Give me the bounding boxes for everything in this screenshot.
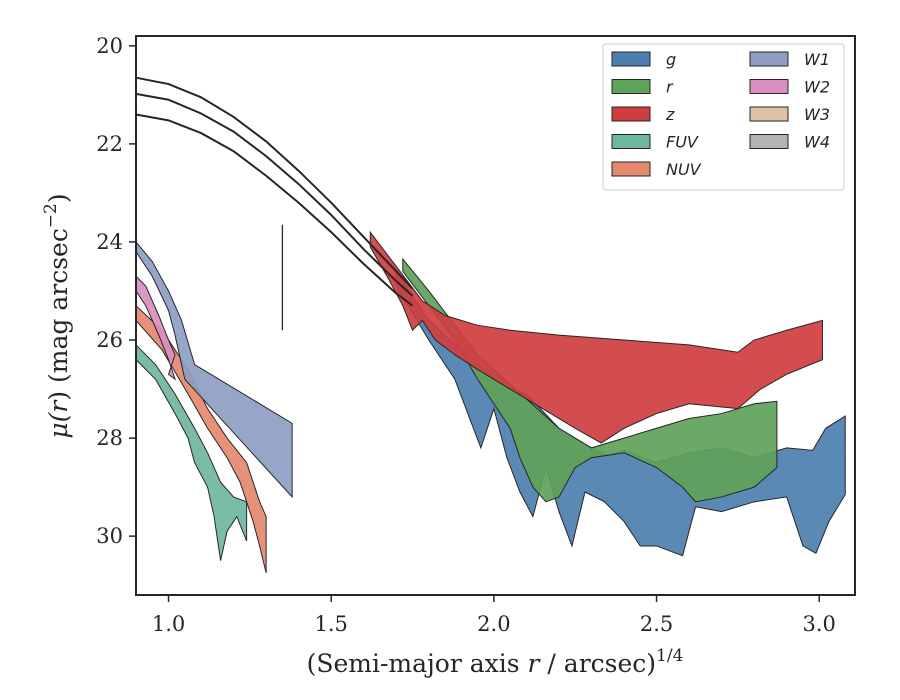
x-tick-label: 3.0 <box>803 612 836 636</box>
y-axis-label: μ(r) (mag arcsec−2) <box>41 193 73 438</box>
y-tick-label: 26 <box>96 328 123 352</box>
legend: grz FUV NUV W1 W2 W3 W4 <box>602 43 845 191</box>
legend-swatch-g <box>611 51 651 67</box>
x-tick-label: 1.5 <box>315 612 348 636</box>
legend-label-w1: W1 <box>804 50 830 69</box>
legend-swatch-w1 <box>749 51 789 67</box>
legend-swatch-r <box>611 79 651 94</box>
model-curve-2 <box>135 92 414 297</box>
y-tick-label: 24 <box>96 230 123 254</box>
model-curves <box>135 76 414 307</box>
band-nuv <box>135 304 267 574</box>
legend-label-z: z <box>665 105 675 124</box>
legend-swatch-w3 <box>749 106 789 122</box>
plot-frame <box>135 35 856 596</box>
legend-swatch-nuv <box>611 161 651 177</box>
model-curve-1 <box>135 76 414 290</box>
legend-label-g: g <box>666 50 676 69</box>
legend-swatch-fuv <box>611 134 651 149</box>
y-tick-label: 30 <box>96 524 123 548</box>
profile-bands <box>135 230 846 574</box>
x-tick-label: 2.5 <box>640 612 673 636</box>
legend-label-w3: W3 <box>804 105 830 124</box>
band-z <box>369 230 823 444</box>
band-w1 <box>135 240 293 499</box>
y-tick-label: 28 <box>96 426 123 450</box>
y-tick-label: 20 <box>96 34 123 58</box>
x-tick-label: 1.0 <box>152 612 185 636</box>
band-fuv <box>135 343 248 561</box>
model-curve-3 <box>135 113 414 307</box>
legend-swatch-z <box>611 106 651 122</box>
y-tick-label: 22 <box>96 132 123 156</box>
x-tick-label: 2.0 <box>477 612 510 636</box>
legend-label-fuv: FUV <box>666 133 699 152</box>
x-axis-label: (Semi-major axis r / arcsec)1/4 <box>307 646 684 678</box>
band-w2 <box>135 275 177 381</box>
legend-label-w2: W2 <box>804 78 830 97</box>
legend-swatch-w2 <box>749 79 789 94</box>
legend-swatch-w4 <box>749 134 789 149</box>
legend-label-r: r <box>666 78 674 97</box>
legend-label-w4: W4 <box>804 133 830 152</box>
legend-label-nuv: NUV <box>666 160 702 179</box>
x-axis-ticks: 1.0 1.5 2.0 2.5 3.0 <box>152 595 836 636</box>
y-axis-ticks: 20 22 24 26 28 30 <box>96 34 136 548</box>
